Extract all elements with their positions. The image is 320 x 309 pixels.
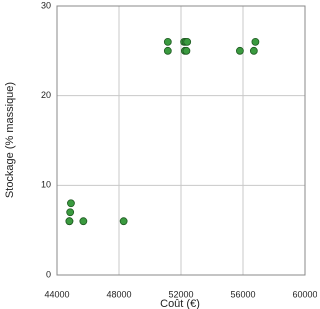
plot-frame (56, 5, 306, 276)
point (163, 37, 172, 46)
point (66, 208, 75, 217)
point (65, 217, 74, 226)
point (182, 46, 191, 55)
y-tick-label: 30 (41, 0, 51, 10)
point (235, 46, 244, 55)
x-axis-label: Coût (€) (160, 298, 200, 309)
point (119, 217, 128, 226)
x-tick-label: 44000 (44, 289, 69, 299)
point (79, 217, 88, 226)
x-tick-label: 56000 (230, 289, 255, 299)
point (249, 46, 258, 55)
point (251, 37, 260, 46)
x-tick-label: 52000 (168, 289, 193, 299)
y-axis-label: Stockage (% massique) (4, 82, 16, 198)
y-tick-label: 10 (41, 180, 51, 190)
x-tick-label: 60000 (292, 289, 317, 299)
point (183, 37, 192, 46)
point (163, 46, 172, 55)
point (67, 199, 75, 208)
y-tick-label: 20 (41, 90, 51, 100)
x-tick-label: 48000 (106, 289, 131, 299)
y-tick-label: 0 (46, 269, 51, 279)
